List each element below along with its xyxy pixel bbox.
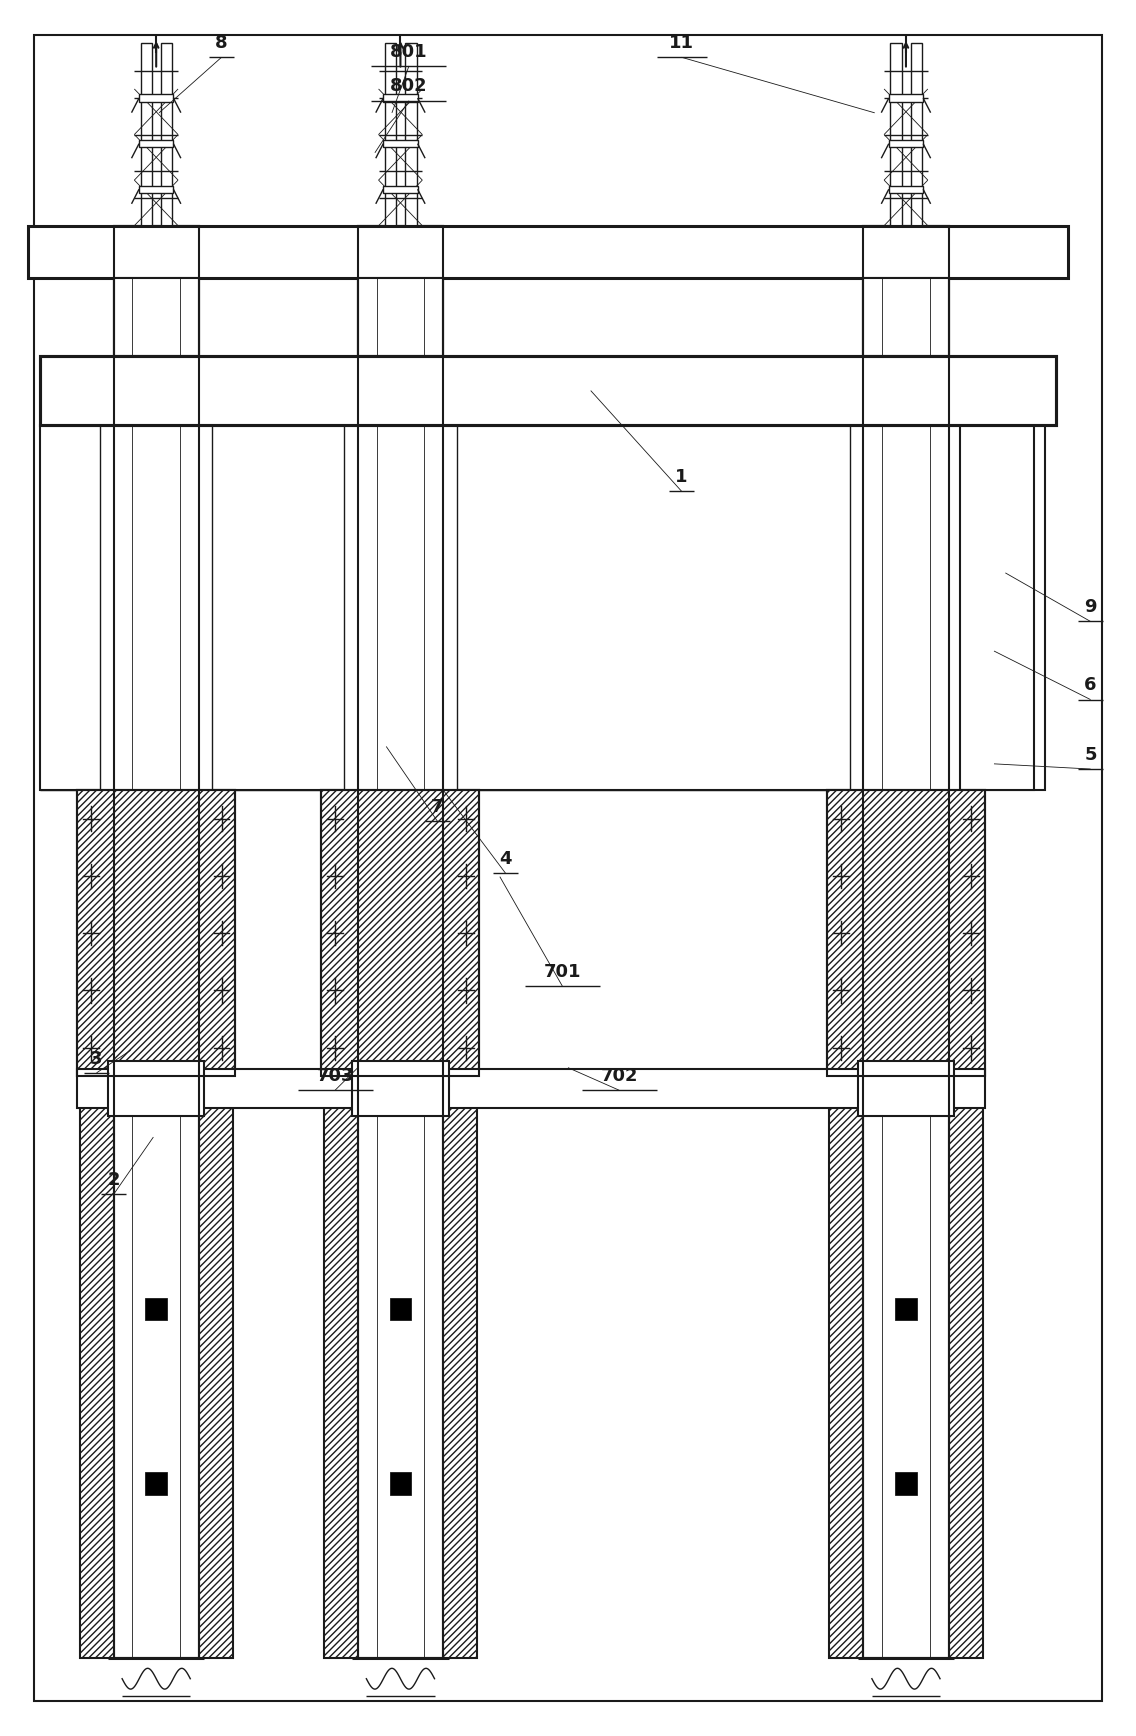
Bar: [344, 425, 457, 790]
Bar: [77, 790, 235, 1076]
Bar: [139, 94, 174, 102]
Bar: [895, 1472, 917, 1495]
Bar: [858, 1061, 954, 1116]
Bar: [888, 141, 924, 148]
Text: 802: 802: [390, 78, 428, 95]
Bar: [139, 141, 174, 148]
Bar: [321, 790, 479, 1076]
Bar: [829, 1076, 983, 1658]
Bar: [827, 790, 985, 1076]
Text: 6: 6: [1084, 677, 1097, 694]
Bar: [161, 43, 173, 226]
Bar: [888, 94, 924, 102]
Bar: [80, 1076, 233, 1658]
Bar: [829, 1076, 983, 1658]
Bar: [40, 425, 1045, 790]
Text: 801: 801: [390, 43, 428, 61]
Bar: [960, 425, 1034, 790]
Bar: [390, 1472, 411, 1495]
Bar: [383, 186, 418, 193]
Bar: [321, 790, 479, 1076]
Text: 3: 3: [90, 1050, 103, 1068]
Text: 1: 1: [675, 469, 688, 486]
Bar: [40, 356, 1056, 425]
Bar: [114, 278, 199, 356]
Bar: [863, 278, 949, 356]
Bar: [77, 790, 235, 1076]
Bar: [850, 425, 962, 790]
Bar: [114, 226, 199, 1658]
Text: 703: 703: [316, 1068, 354, 1085]
Bar: [863, 226, 949, 1658]
Bar: [911, 43, 922, 226]
Bar: [352, 1061, 449, 1116]
Bar: [145, 1472, 167, 1495]
Bar: [108, 1061, 204, 1116]
Bar: [40, 356, 1056, 425]
Bar: [114, 226, 199, 1658]
Text: 2: 2: [107, 1172, 120, 1189]
Bar: [145, 1299, 167, 1319]
Bar: [383, 141, 418, 148]
Bar: [80, 1076, 233, 1658]
Text: 8: 8: [215, 35, 228, 52]
Bar: [141, 43, 152, 226]
Bar: [139, 186, 174, 193]
Bar: [827, 790, 985, 1076]
Text: 5: 5: [1084, 746, 1097, 764]
Bar: [358, 226, 443, 1658]
Bar: [383, 94, 418, 102]
Text: 11: 11: [669, 35, 694, 52]
Bar: [324, 1076, 477, 1658]
Text: 9: 9: [1084, 599, 1097, 616]
Bar: [28, 226, 1068, 278]
Bar: [321, 790, 479, 1076]
Text: 701: 701: [543, 963, 582, 981]
Text: 4: 4: [499, 851, 512, 868]
Bar: [77, 1069, 985, 1108]
Bar: [888, 186, 924, 193]
Bar: [406, 43, 417, 226]
Bar: [895, 1299, 917, 1319]
Bar: [77, 790, 235, 1076]
Bar: [385, 43, 396, 226]
Bar: [827, 790, 985, 1076]
Bar: [863, 226, 949, 1658]
Text: 702: 702: [600, 1068, 638, 1085]
Bar: [358, 278, 443, 356]
Text: 7: 7: [431, 799, 444, 816]
Bar: [358, 226, 443, 1658]
Bar: [100, 425, 212, 790]
Bar: [891, 43, 902, 226]
Bar: [324, 1076, 477, 1658]
Bar: [390, 1299, 411, 1319]
